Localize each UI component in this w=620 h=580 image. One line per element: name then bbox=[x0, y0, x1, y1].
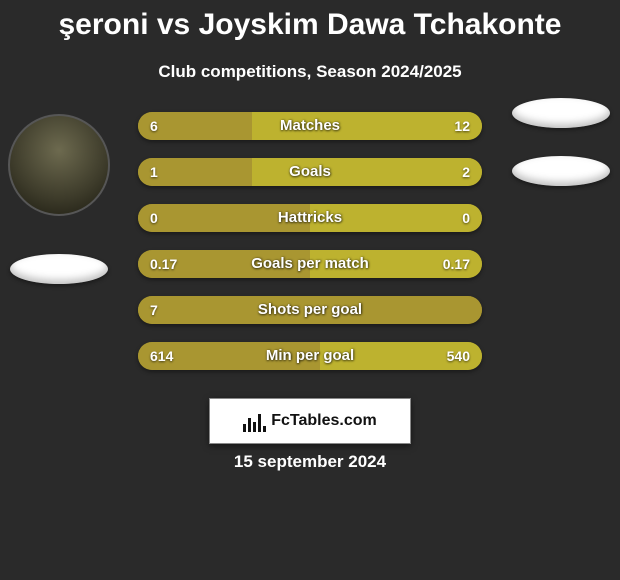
player-left-flag-icon bbox=[10, 254, 108, 284]
bar-row: 00Hattricks bbox=[138, 204, 482, 232]
bar-right-fill bbox=[310, 204, 482, 232]
bar-left-fill bbox=[138, 250, 310, 278]
bar-left-fill bbox=[138, 112, 252, 140]
bar-right-fill bbox=[310, 250, 482, 278]
bar-left-fill bbox=[138, 204, 310, 232]
footer-brand-text: FcTables.com bbox=[271, 412, 377, 430]
player-left-column bbox=[4, 114, 114, 284]
bar-row: 612Matches bbox=[138, 112, 482, 140]
bar-row: 614540Min per goal bbox=[138, 342, 482, 370]
player-right-flag-icon bbox=[512, 98, 610, 128]
footer-brand-badge: FcTables.com bbox=[209, 398, 411, 444]
bar-left-fill bbox=[138, 296, 482, 324]
bar-row: 0.170.17Goals per match bbox=[138, 250, 482, 278]
player-right-flag2-icon bbox=[512, 156, 610, 186]
bars-container: 612Matches 12Goals 00Hattricks 0.170.17Goal… bbox=[138, 112, 482, 388]
bar-right-fill bbox=[252, 112, 482, 140]
bar-left-fill bbox=[138, 342, 320, 370]
brand-spark-icon bbox=[243, 410, 265, 432]
bar-right-fill bbox=[320, 342, 482, 370]
page-subtitle: Club competitions, Season 2024/2025 bbox=[0, 62, 620, 82]
player-right-column bbox=[506, 114, 616, 186]
page-title: şeroni vs Joyskim Dawa Tchakonte bbox=[0, 0, 620, 42]
bar-row: 7Shots per goal bbox=[138, 296, 482, 324]
player-left-avatar bbox=[8, 114, 110, 216]
bar-left-fill bbox=[138, 158, 252, 186]
bar-right-fill bbox=[252, 158, 482, 186]
bar-row: 12Goals bbox=[138, 158, 482, 186]
footer-date: 15 september 2024 bbox=[0, 452, 620, 472]
